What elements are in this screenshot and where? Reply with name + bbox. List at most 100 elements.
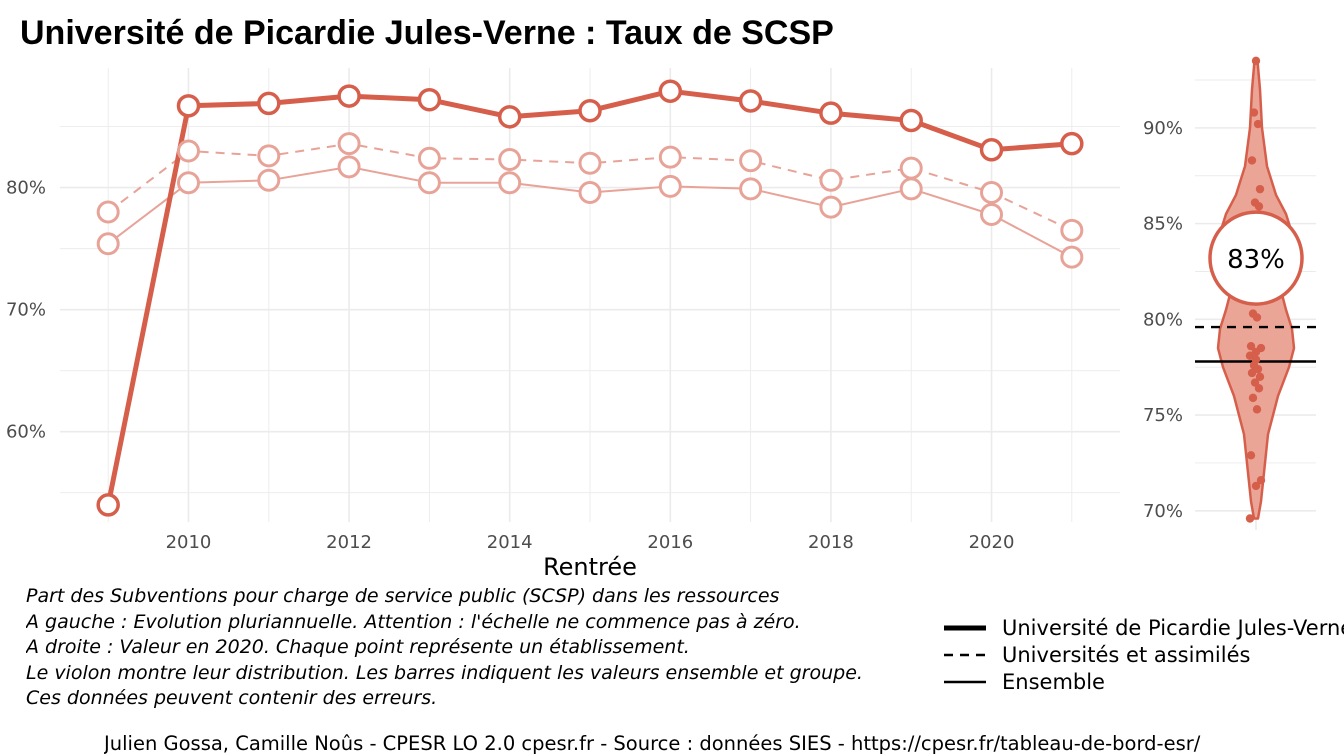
- data-point-university: [96, 493, 120, 517]
- source-footer: Julien Gossa, Camille Noûs - CPESR LO 2.…: [104, 732, 1201, 755]
- y-tick-label: 85%: [1143, 214, 1183, 235]
- data-point-ensemble: [257, 168, 281, 192]
- legend-key-solid-line: [944, 680, 986, 683]
- data-point-ensemble: [417, 171, 441, 195]
- distribution-point: [1251, 347, 1261, 357]
- caption-line: Le violon montre leur distribution. Les …: [26, 661, 863, 684]
- data-point-ensemble: [980, 202, 1004, 226]
- data-point-ensemble: [739, 177, 763, 201]
- data-point-ensemble: [498, 171, 522, 195]
- distribution-point: [1254, 384, 1264, 393]
- distribution-point: [1247, 368, 1257, 378]
- data-point-university: [819, 101, 843, 125]
- data-point-university: [417, 87, 442, 112]
- left-panel-ticks: 2010 2012 2014 2016 2018 2020 60% 70% 80%: [6, 178, 1014, 553]
- data-point-universites: [819, 168, 843, 192]
- y-tick-label: 80%: [6, 178, 46, 199]
- y-tick-label: 75%: [1143, 405, 1183, 426]
- x-tick-label: 2012: [326, 532, 372, 553]
- data-point-universites: [176, 139, 200, 163]
- distribution-point: [1247, 156, 1257, 165]
- distribution-point: [1245, 351, 1255, 360]
- violin-points: [1245, 56, 1266, 523]
- data-point-university: [176, 94, 201, 118]
- legend-label: Ensemble: [1002, 669, 1105, 694]
- data-point-ensemble: [337, 155, 361, 179]
- right-panel-ticks: 70% 75% 80% 85% 90%: [1143, 118, 1183, 522]
- data-point-university: [738, 89, 763, 113]
- data-point-universites: [739, 149, 763, 173]
- distribution-point: [1251, 481, 1261, 491]
- y-tick-label: 70%: [1143, 501, 1183, 522]
- distribution-point: [1253, 119, 1263, 129]
- data-point-universites: [899, 156, 923, 180]
- legend-item-universites: Universités et assimilés: [944, 641, 1344, 668]
- data-point-ensemble: [899, 177, 923, 201]
- x-tick-label: 2018: [808, 532, 854, 553]
- data-point-university: [497, 105, 522, 129]
- caption-line: Ces données peuvent contenir des erreurs…: [26, 687, 438, 709]
- caption-line: Part des Subventions pour charge de serv…: [26, 585, 780, 607]
- x-tick-label: 2010: [166, 532, 212, 553]
- y-tick-label: 60%: [6, 422, 46, 443]
- highlight-marker: 83%: [1208, 210, 1304, 306]
- data-point-university: [257, 91, 281, 116]
- distribution-point: [1254, 202, 1264, 211]
- data-point-universites: [337, 132, 361, 156]
- distribution-point: [1255, 372, 1265, 382]
- data-point-ensemble: [819, 195, 843, 219]
- legend-label: Université de Picardie Jules-Verne: [1002, 615, 1344, 640]
- data-point-universites: [658, 145, 682, 169]
- data-point-ensemble: [96, 232, 120, 256]
- caption-line: A gauche : Evolution pluriannuelle. Atte…: [26, 610, 801, 633]
- data-point-university: [578, 98, 602, 123]
- chart-canvas: 2010 2012 2014 2016 2018 2020 60% 70% 80% Rentré…: [6, 56, 1316, 580]
- data-point-universites: [96, 200, 120, 224]
- caption: Part des Subventions pour charge de serv…: [26, 584, 951, 712]
- legend-key-dashed-line: [944, 653, 986, 656]
- left-panel-grid: [60, 68, 1120, 522]
- x-tick-label: 2014: [487, 532, 533, 553]
- data-point-university: [979, 138, 1004, 162]
- x-tick-label: 2016: [647, 532, 693, 553]
- data-point-ensemble: [1060, 245, 1084, 269]
- x-axis-title: Rentrée: [543, 553, 637, 580]
- data-point-university: [337, 84, 361, 108]
- data-point-ensemble: [578, 180, 602, 204]
- x-tick-label: 2020: [969, 532, 1015, 553]
- legend-label: Universités et assimilés: [1002, 642, 1251, 667]
- highlight-value-label: 83%: [1227, 245, 1285, 275]
- data-point-university: [899, 108, 923, 133]
- distribution-point: [1252, 405, 1262, 414]
- data-point-university: [1060, 131, 1084, 156]
- data-point-universites: [578, 151, 602, 175]
- chart-title: Université de Picardie Jules-Verne : Tau…: [20, 14, 834, 52]
- highlight-circle: [1208, 210, 1304, 306]
- legend-item-ensemble: Ensemble: [944, 668, 1344, 695]
- data-point-university: [658, 79, 683, 103]
- distribution-point: [1256, 476, 1266, 485]
- legend-item-university: Université de Picardie Jules-Verne: [944, 614, 1344, 641]
- distribution-point: [1253, 364, 1263, 374]
- y-tick-label: 80%: [1143, 309, 1183, 330]
- distribution-point: [1248, 393, 1258, 403]
- data-point-ensemble: [658, 174, 682, 198]
- legend-key-thick-line: [944, 625, 986, 630]
- caption-line: A droite : Valeur en 2020. Chaque point …: [26, 636, 690, 658]
- data-point-universites: [498, 148, 522, 172]
- distribution-point: [1246, 341, 1256, 351]
- data-point-universites: [257, 144, 281, 168]
- y-tick-label: 90%: [1143, 118, 1183, 139]
- data-point-ensemble: [176, 171, 200, 195]
- distribution-point: [1251, 56, 1261, 66]
- data-point-universites: [417, 146, 441, 170]
- left-panel-points: [96, 79, 1084, 517]
- data-point-universites: [1060, 218, 1084, 242]
- y-tick-label: 70%: [6, 300, 46, 321]
- distribution-point: [1245, 514, 1255, 523]
- distribution-point: [1246, 451, 1256, 460]
- distribution-point: [1249, 108, 1259, 117]
- data-point-universites: [980, 180, 1004, 204]
- distribution-point: [1255, 184, 1265, 194]
- distribution-point: [1252, 313, 1262, 322]
